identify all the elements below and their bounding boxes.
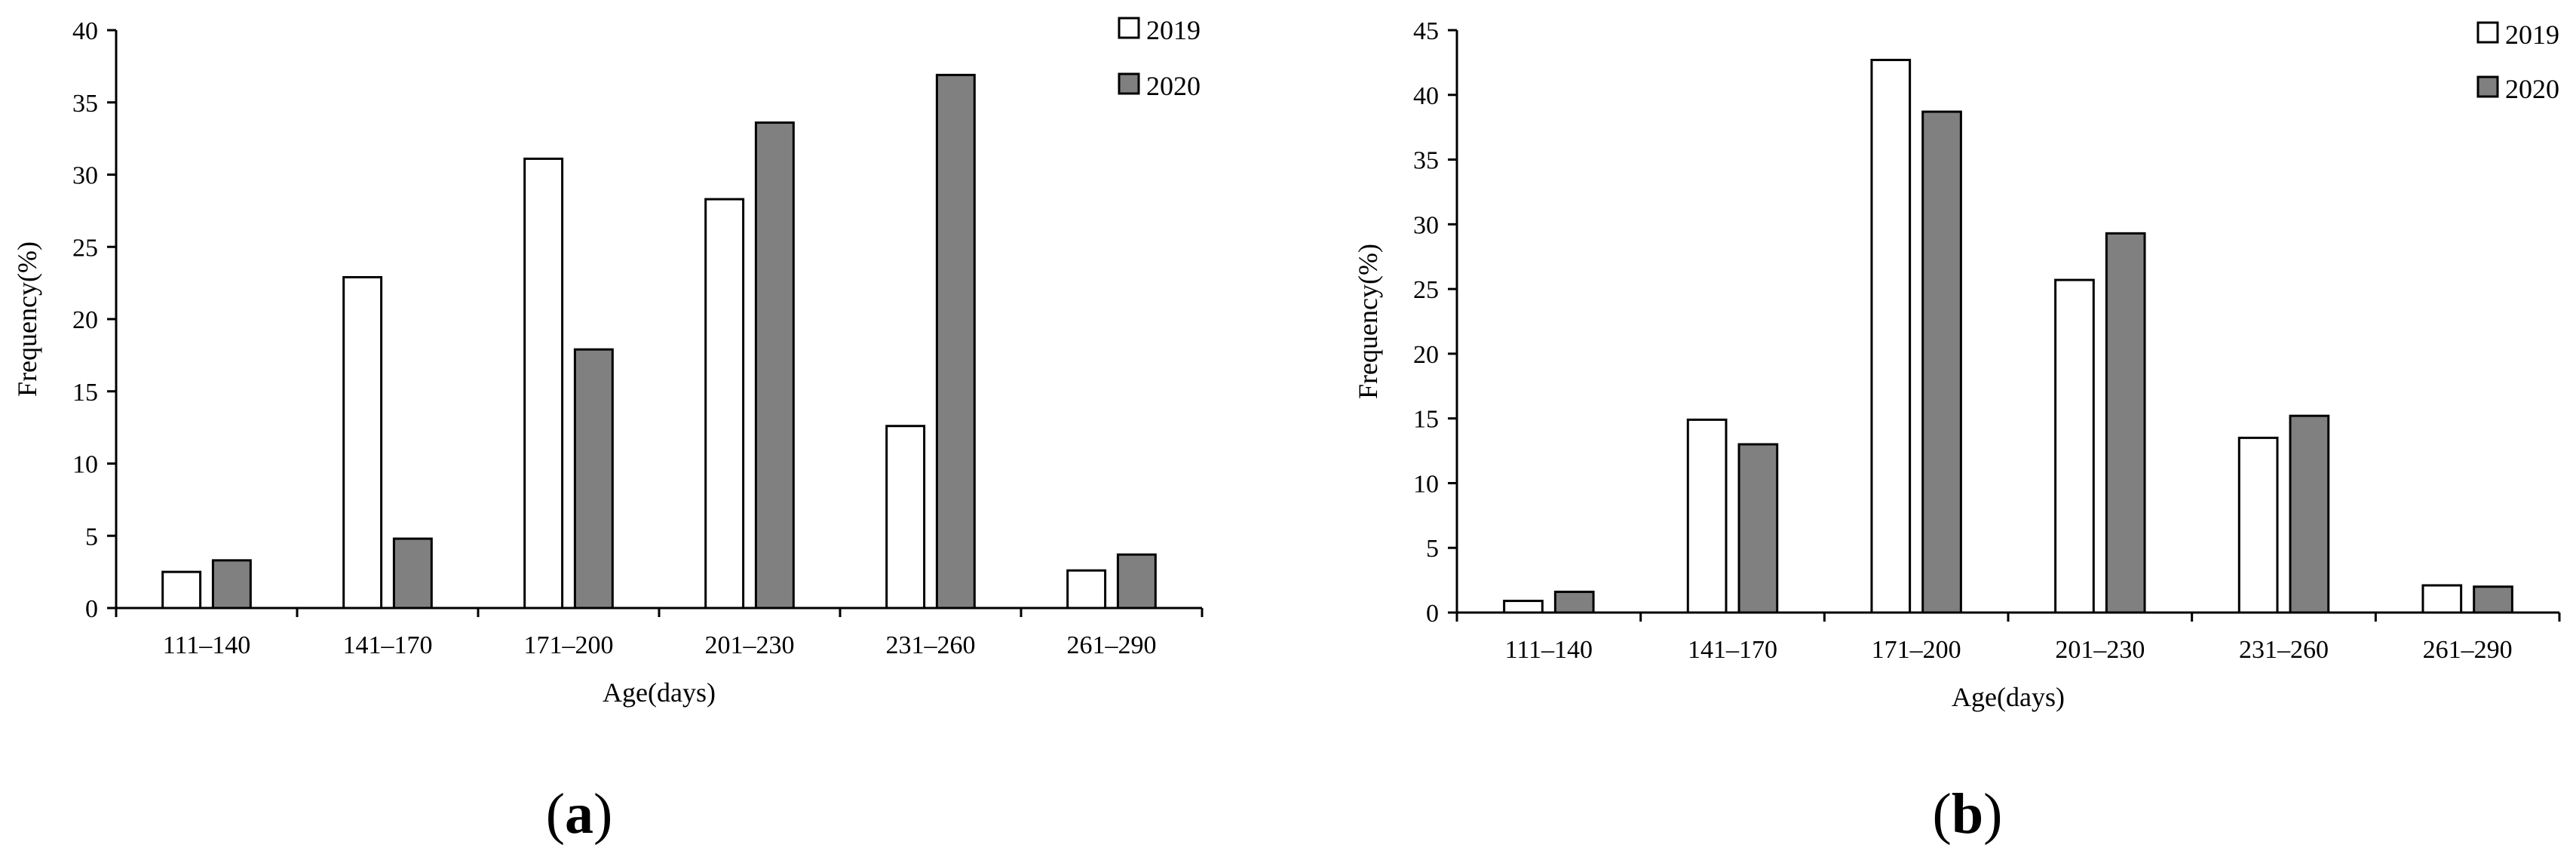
y-tick-label: 35 [1413,147,1439,175]
bar-2019-141–170 [342,275,383,610]
legend-swatch-2019 [2476,21,2499,44]
legend-label-2019: 2019 [1146,15,1201,45]
y-tick-label: 30 [1413,211,1439,239]
legend-swatch-2019 [1118,17,1140,39]
y-tick-label: 10 [1413,470,1439,498]
y-tick-label: 20 [72,306,98,334]
bar-2019-141–170 [1686,418,1728,614]
chart-b: 0 5 10 15 20 25 30 35 40 45 111–140 141–170 171–200 2… [1353,17,2561,846]
x-tick-label: 141–170 [343,631,433,659]
x-tick-label: 111–140 [1505,636,1593,664]
y-tick-label: 25 [1413,276,1439,304]
x-tick-label: 261–290 [2423,636,2513,664]
bar-2019-171–200 [523,157,564,610]
y-tick-label: 35 [72,90,98,118]
bar-2019-111–140 [1503,600,1544,614]
x-tick-label: 171–200 [1872,636,1961,664]
bar-2019-231–260 [885,425,926,610]
x-tick-label: 171–200 [524,631,614,659]
bar-2020-261–290 [2473,585,2513,614]
x-tick-label: 111–140 [163,631,250,659]
y-tick-label: 25 [72,234,98,262]
bar-2020-231–260 [935,73,976,610]
panel-label: (b) [1933,782,2003,846]
bar-2019-111–140 [161,570,202,610]
bar-2019-261–290 [1066,569,1107,610]
y-axis-title: Frequency(%) [1353,244,1383,399]
x-tick-label: 141–170 [1688,636,1777,664]
legend-swatch-2020 [2476,75,2499,98]
legend-swatch-2020 [1118,72,1140,95]
legend: 2019 2020 [2476,20,2559,104]
y-tick-label: 30 [72,162,98,190]
bar-2020-201–230 [2105,232,2146,614]
x-tick-label: 201–230 [2055,636,2145,664]
x-axis-title: Age(days) [1952,682,2065,712]
x-axis-title: Age(days) [603,677,716,708]
y-tick-label: 15 [72,379,98,407]
panel-close-paren: ) [1983,782,2002,846]
panel-open-paren: ( [1933,782,1952,846]
bar-2019-171–200 [1870,58,1912,614]
bar-2020-141–170 [392,537,433,610]
panel-letter: a [565,782,593,846]
legend: 2019 2020 [1118,15,1201,101]
bar-2020-111–140 [1553,591,1595,614]
x-tick-label: 231–260 [2239,636,2329,664]
bar-2019-261–290 [2421,584,2463,614]
x-tick-label: 261–290 [1067,631,1157,659]
bar-2020-171–200 [573,348,614,610]
bar-2020-261–290 [1116,553,1157,610]
y-tick-label: 15 [1413,406,1439,434]
y-tick-label: 40 [1413,82,1439,110]
panel-close-paren: ) [593,782,612,846]
panel-label: (a) [546,782,613,846]
bar-2020-111–140 [211,559,252,610]
legend-label-2020: 2020 [1146,71,1201,101]
legend-label-2020: 2020 [2505,74,2559,104]
chart-a: 0 5 10 15 20 25 30 35 40 111–140 141–170 171–200 201… [12,15,1204,846]
y-tick-label: 0 [1426,600,1439,628]
x-tick-label: 201–230 [705,631,795,659]
y-tick-label: 0 [85,595,98,623]
legend-label-2019: 2019 [2505,20,2559,50]
panel-open-paren: ( [546,782,565,846]
y-tick-label: 20 [1413,341,1439,369]
y-tick-label: 5 [1426,535,1439,563]
y-tick-label: 40 [72,17,98,45]
y-tick-label: 5 [85,523,98,551]
bar-2020-231–260 [2289,414,2330,614]
y-tick-label: 45 [1413,17,1439,45]
panel-letter: b [1952,782,1983,846]
bar-2019-201–230 [2054,278,2095,614]
bar-2020-201–230 [754,121,795,610]
y-axis-title: Frequency(%) [12,241,42,397]
x-tick-label: 231–260 [886,631,976,659]
bar-2020-141–170 [1737,443,1779,614]
bar-2020-171–200 [1921,110,1962,614]
y-tick-label: 10 [72,451,98,479]
bar-2019-231–260 [2237,436,2279,614]
bar-2019-201–230 [704,198,745,610]
